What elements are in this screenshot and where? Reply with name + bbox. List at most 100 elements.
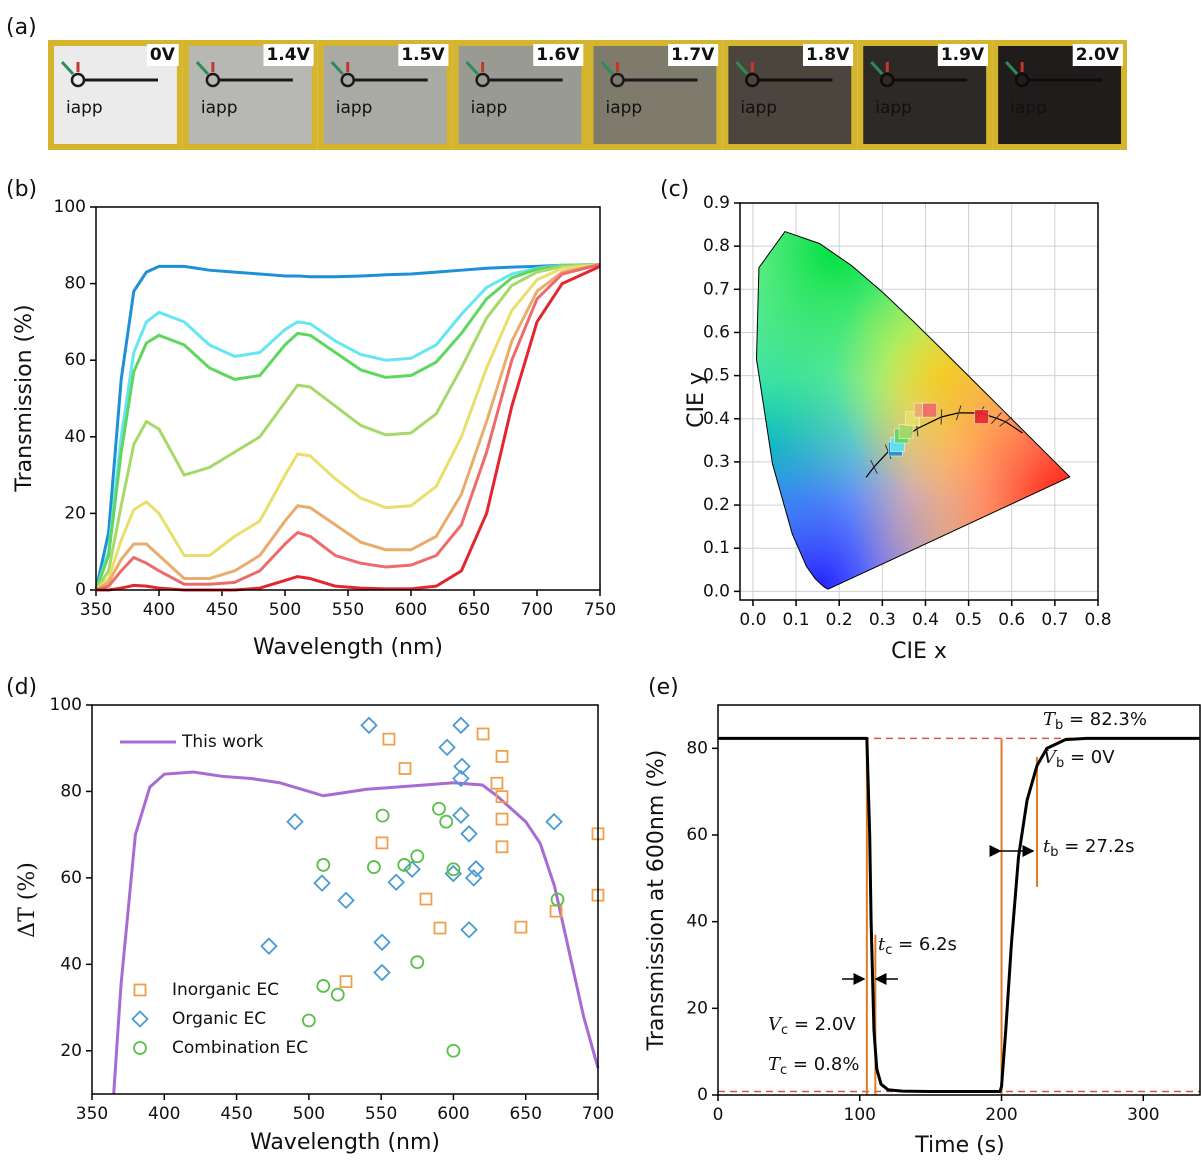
circle-marker <box>301 1013 316 1028</box>
x-tick-label: 400 <box>148 1104 180 1124</box>
x-tick-label: 700 <box>582 1104 614 1124</box>
square-marker <box>419 892 433 906</box>
plot-frame <box>717 704 1201 1096</box>
x-tick-label: 0.1 <box>783 610 810 630</box>
diamond-marker <box>373 933 391 952</box>
diamond-marker <box>403 860 421 879</box>
x-tick-label: 0.3 <box>869 610 896 630</box>
x-tick-label: 0.7 <box>1041 610 1068 630</box>
x-tick-label: 450 <box>206 600 238 620</box>
diamond-marker <box>131 1010 149 1028</box>
circle-marker <box>133 1041 147 1055</box>
x-axis-label: Wavelength (nm) <box>250 1130 440 1155</box>
diamond-marker <box>452 716 470 735</box>
y-tick-label: 100 <box>54 197 86 217</box>
circle-marker <box>397 858 412 872</box>
caption: 2.0V <box>1076 45 1120 65</box>
diamond-marker <box>460 825 478 843</box>
diamond-marker <box>467 860 485 878</box>
caption-bg <box>1072 44 1123 66</box>
series-line <box>94 262 601 591</box>
y-axis-label: Transmission at 600nm (%) <box>644 750 669 1052</box>
y-tick-label: 0.3 <box>703 452 730 472</box>
diamond-marker <box>545 812 563 831</box>
annotation-subscript: c <box>885 943 892 958</box>
circle-marker <box>375 808 390 823</box>
series-line <box>94 262 601 591</box>
y-tick-label: 0.5 <box>703 366 730 386</box>
square-marker <box>495 812 509 826</box>
logo-text: iapp <box>740 98 777 118</box>
x-axis-label: Time (s) <box>914 1133 1004 1158</box>
x-tick-label: 500 <box>293 1104 325 1124</box>
x-tick-label: 750 <box>584 600 616 620</box>
caption: 1.6V <box>536 45 580 65</box>
annotation: Vb = 0V <box>1043 747 1115 771</box>
y-tick-label: 80 <box>686 738 708 758</box>
caption: 1.4V <box>266 45 310 65</box>
circle-marker <box>367 860 381 874</box>
plot-frame <box>739 202 1099 601</box>
isotherm-hatch <box>870 459 878 475</box>
y-axis-label: ΔT (%) <box>15 862 40 938</box>
logo-text: iapp <box>336 98 373 118</box>
y-tick-label: 60 <box>64 350 86 370</box>
diamond-marker <box>464 869 483 887</box>
x-tick-label: 600 <box>395 600 427 620</box>
annotation: tb = 27.2s <box>1043 836 1134 860</box>
square-marker <box>514 920 528 934</box>
y-tick-label: 0 <box>75 580 86 600</box>
logo-text: iapp <box>201 98 238 118</box>
circle-marker <box>432 801 446 816</box>
color-point <box>898 424 914 439</box>
panel-label: (d) <box>6 675 37 700</box>
logo-text: iapp <box>66 98 103 118</box>
annotation-subscript: b <box>1050 845 1058 860</box>
annotation: Tb = 82.3% <box>1043 709 1147 733</box>
circle-marker <box>446 1043 461 1058</box>
x-tick-label: 300 <box>1127 1105 1159 1125</box>
series-line <box>94 262 601 591</box>
diamond-marker <box>387 873 405 891</box>
diamond-marker <box>286 812 304 831</box>
isotherm-hatch <box>990 412 1002 425</box>
annotation-text: = 27.2s <box>1059 836 1135 857</box>
circle-marker <box>439 814 454 829</box>
square-marker <box>495 790 509 804</box>
logo-text: iapp <box>875 98 912 118</box>
diamond-marker <box>337 891 355 910</box>
annotation: Vc = 2.0V <box>768 1014 856 1038</box>
caption: 0V <box>150 45 176 65</box>
x-tick-label: 200 <box>985 1105 1017 1125</box>
square-marker <box>495 750 509 763</box>
legend-label: Inorganic EC <box>172 980 279 1000</box>
x-tick-label: 700 <box>521 600 553 620</box>
y-tick-label: 40 <box>64 427 86 447</box>
caption: 1.7V <box>671 45 715 65</box>
series-line <box>718 736 1200 1094</box>
logo-green <box>600 60 614 76</box>
x-axis-label: CIE x <box>891 639 947 664</box>
annotation-symbol: T <box>1043 709 1057 730</box>
diamond-marker <box>260 937 278 955</box>
y-tick-label: 80 <box>60 781 82 801</box>
y-tick-label: 0.8 <box>703 236 730 256</box>
annotation-subscript: b <box>1055 718 1063 733</box>
y-tick-label: 20 <box>686 998 708 1018</box>
diamond-marker <box>360 716 378 735</box>
square-marker <box>433 921 447 935</box>
x-tick-label: 450 <box>220 1104 252 1124</box>
circle-marker <box>330 987 345 1002</box>
series-line <box>96 265 601 592</box>
x-tick-label: 600 <box>437 1104 469 1124</box>
logo-green <box>465 60 479 76</box>
caption-bg <box>533 44 584 66</box>
diamond-marker <box>313 874 331 892</box>
x-tick-label: 650 <box>509 1104 541 1124</box>
square-marker <box>375 836 389 850</box>
series-line <box>95 262 601 592</box>
isotherm-hatch <box>940 409 943 425</box>
